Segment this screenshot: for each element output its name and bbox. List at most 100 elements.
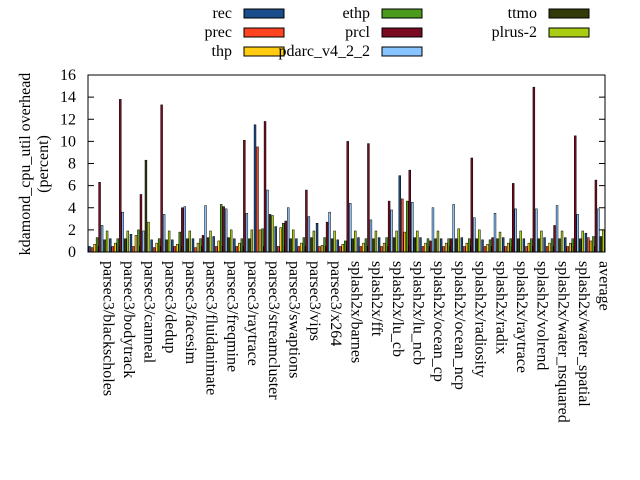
legend-label-prcl: prcl [345, 24, 370, 41]
bar-ttmo-average [599, 236, 603, 253]
bar-rec-splash2x/lu_cb [377, 237, 381, 253]
y-tick-label: 0 [68, 244, 76, 261]
bar-ttmo-splash2x/ocean_ncp [454, 238, 458, 253]
x-tick-label: splash2x/water_nsquared [554, 261, 571, 423]
x-tick-label: parsec3/streamcluster [265, 261, 282, 400]
bar-pdarc_v4_2_2-parsec3/dedup [162, 214, 166, 253]
bar-prcl-splash2x/ocean_ncp [449, 238, 453, 253]
bar-thp-splash2x/volrend [527, 242, 531, 253]
bar-ethp-parsec3/bodytrack [116, 238, 119, 253]
bar-plrus-2-parsec3/facesim [188, 230, 192, 253]
bar-prec-splash2x/ocean_ncp [442, 246, 445, 253]
bar-plrus-2-average [602, 229, 605, 253]
bar-thp-average [589, 240, 593, 253]
bar-thp-splash2x/lu_ncb [403, 231, 406, 253]
bar-pdarc_v4_2_2-parsec3/blackscholes [100, 225, 104, 253]
bar-rec-parsec3/x264 [315, 222, 319, 253]
bar-plrus-2-splash2x/ocean_cp [436, 230, 440, 253]
legend-swatch-thp [243, 46, 285, 57]
x-tick-label: splash2x/volrend [534, 261, 551, 370]
bar-ttmo-splash2x/volrend [537, 238, 541, 253]
bar-ttmo-splash2x/water_nsquared [558, 238, 561, 253]
bar-prec-splash2x/radix [483, 246, 487, 253]
bar-thp-splash2x/lu_cb [382, 242, 386, 253]
bar-pdarc_v4_2_2-splash2x/water_spatial [576, 214, 579, 253]
bar-ethp-parsec3/dedup [157, 238, 161, 253]
bar-ethp-splash2x/water_nsquared [550, 238, 554, 253]
bar-prec-parsec3/freqmine [214, 246, 218, 253]
bar-ttmo-parsec3/vips [310, 237, 313, 253]
y-tick-label: 16 [60, 67, 76, 84]
x-tick-label: splash2x/ocean_cp [430, 261, 447, 382]
bar-thp-splash2x/radiosity [465, 242, 469, 253]
bar-plrus-2-parsec3/blackscholes [105, 230, 109, 253]
x-tick-label: splash2x/barnes [348, 261, 365, 363]
bar-ethp-parsec3/streamcluster [261, 228, 264, 253]
bar-prcl-parsec3/vips [305, 189, 308, 253]
bar-pdarc_v4_2_2-parsec3/x264 [328, 211, 331, 253]
legend-label-prec: prec [204, 24, 232, 41]
bar-thp-splash2x/ocean_ncp [444, 242, 448, 253]
bar-ethp-splash2x/raytrace [509, 238, 512, 253]
bar-ethp-parsec3/x264 [323, 237, 326, 253]
bar-plrus-2-parsec3/canneal [147, 221, 150, 253]
bar-ethp-splash2x/ocean_ncp [447, 238, 450, 253]
bar-prcl-parsec3/bodytrack [119, 99, 122, 253]
x-tick-label: splash2x/radiosity [472, 261, 489, 377]
bar-thp-parsec3/vips [300, 242, 303, 253]
bar-prcl-parsec3/blackscholes [98, 182, 101, 253]
bar-thp-splash2x/ocean_cp [424, 242, 427, 253]
bar-pdarc_v4_2_2-splash2x/ocean_ncp [452, 204, 455, 253]
bar-prcl-parsec3/raytrace [243, 140, 246, 253]
bar-prcl-splash2x/radix [491, 237, 494, 253]
bar-prcl-parsec3/canneal [139, 194, 143, 253]
bar-ttmo-parsec3/bodytrack [124, 238, 127, 253]
legend-swatch-ethp [381, 8, 423, 19]
y-tick-label: 14 [60, 89, 76, 106]
bar-ethp-parsec3/freqmine [219, 204, 223, 253]
x-tick-label: splash2x/ocean_ncp [451, 261, 468, 390]
y-axis-label-unit: (percent) [35, 135, 52, 193]
bar-prec-parsec3/dedup [152, 247, 156, 253]
bar-rec-splash2x/lu_ncb [398, 175, 401, 253]
bar-pdarc_v4_2_2-splash2x/radiosity [473, 217, 476, 253]
bar-ttmo-parsec3/streamcluster [268, 214, 272, 253]
bar-ethp-average [592, 236, 595, 253]
bar-thp-splash2x/fft [362, 242, 365, 253]
bar-rec-parsec3/bodytrack [109, 238, 112, 253]
bar-prcl-splash2x/ocean_cp [429, 240, 432, 253]
bar-ethp-splash2x/radix [488, 239, 492, 253]
x-axis: parsec3/blackscholes parsec3/bodytrack par… [97, 246, 613, 423]
bar-ttmo-splash2x/radix [496, 238, 499, 253]
bar-rec-splash2x/raytrace [501, 237, 505, 253]
bar-pdarc_v4_2_2-average [597, 208, 600, 253]
bar-plrus-2-splash2x/barnes [354, 230, 357, 253]
bar-prec-splash2x/raytrace [504, 246, 507, 253]
x-tick-label: parsec3/freqmine [223, 261, 240, 372]
legend-label-thp: thp [212, 43, 232, 60]
x-tick-label: parsec3/swaptions [286, 261, 303, 378]
bar-ethp-parsec3/fluidanimate [199, 238, 202, 253]
bar-rec-parsec3/fluidanimate [191, 238, 195, 253]
legend-swatch-rec [243, 8, 285, 19]
bar-rec-splash2x/fft [357, 237, 360, 253]
x-tick-label: average [596, 261, 613, 311]
bar-ethp-splash2x/lu_cb [385, 237, 388, 253]
bar-thp-splash2x/raytrace [506, 242, 510, 253]
bar-rec-parsec3/canneal [129, 234, 133, 253]
bar-thp-splash2x/water_nsquared [548, 242, 551, 253]
y-tick-label: 10 [60, 133, 76, 150]
bar-pdarc_v4_2_2-parsec3/freqmine [224, 208, 228, 253]
legend: rec prec thp ethp prcl pdarc_v4_2_2 ttmo plrus-… [204, 5, 590, 60]
bar-plrus-2-parsec3/x264 [333, 230, 336, 253]
bar-thp-parsec3/fluidanimate [196, 242, 200, 253]
bar-thp-splash2x/water_spatial [569, 242, 572, 253]
bar-ttmo-parsec3/fluidanimate [206, 237, 210, 253]
bar-prcl-splash2x/lu_ncb [408, 169, 411, 253]
bar-pdarc_v4_2_2-parsec3/vips [307, 216, 311, 253]
bar-prcl-splash2x/lu_cb [387, 200, 391, 253]
bar-ttmo-parsec3/facesim [186, 238, 189, 253]
bar-prec-average [587, 237, 590, 253]
bar-rec-parsec3/freqmine [212, 236, 215, 253]
bar-ethp-parsec3/canneal [137, 229, 140, 253]
